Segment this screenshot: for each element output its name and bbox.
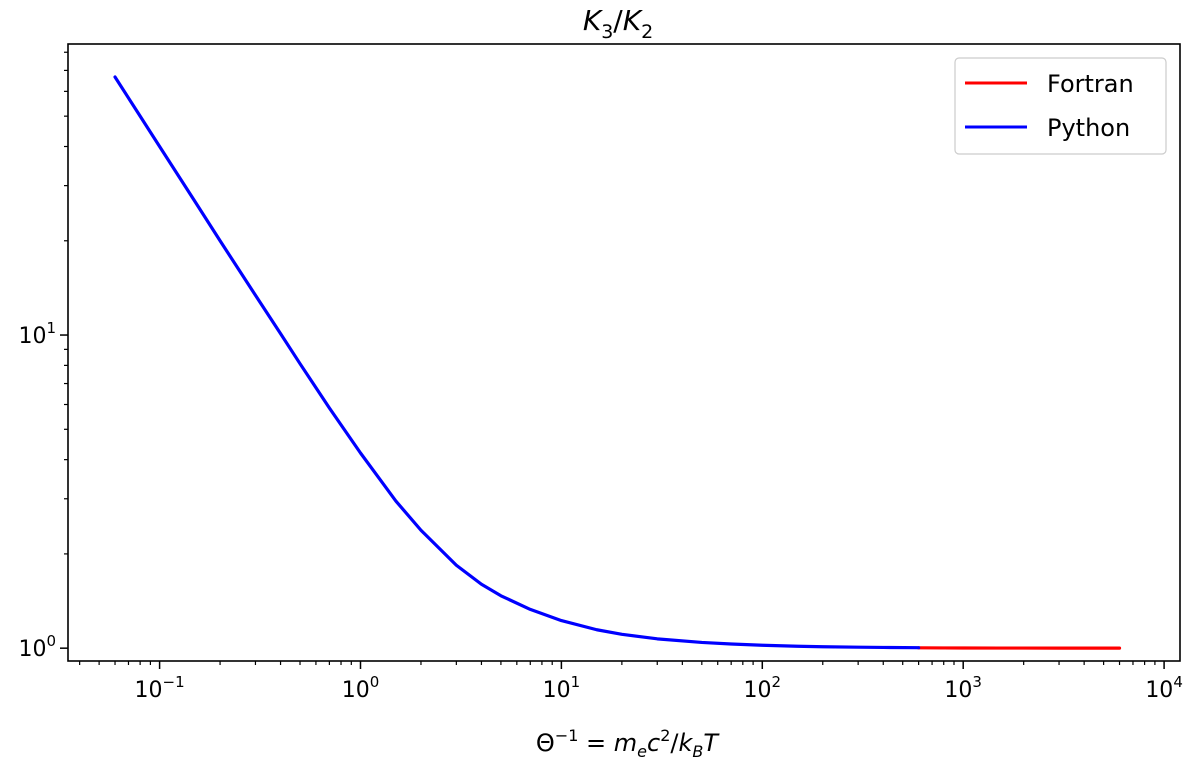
x-tick-label: 10−1 [135, 673, 185, 703]
legend-label-python: Python [1047, 114, 1130, 142]
x-tick-label: 100 [342, 673, 380, 703]
x-tick-label: 102 [744, 673, 782, 703]
x-tick-label: 104 [1145, 673, 1183, 703]
series-layer [113, 75, 1122, 650]
y-tick-label: 100 [18, 632, 56, 662]
series-line-python [113, 75, 921, 650]
chart-title: K3/K2 [583, 4, 653, 43]
ticks-layer: 10−1 100 101 102 103 104 100 101 [18, 51, 1183, 703]
x-axis-label: Θ−1 = mec2/kBT [536, 726, 720, 758]
legend: Fortran Python [954, 57, 1167, 155]
x-tick-label: 103 [944, 673, 982, 703]
legend-label-fortran: Fortran [1047, 70, 1134, 98]
y-tick-label: 101 [18, 319, 56, 349]
x-tick-label: 101 [543, 673, 581, 703]
plot-area-frame [67, 43, 1181, 662]
